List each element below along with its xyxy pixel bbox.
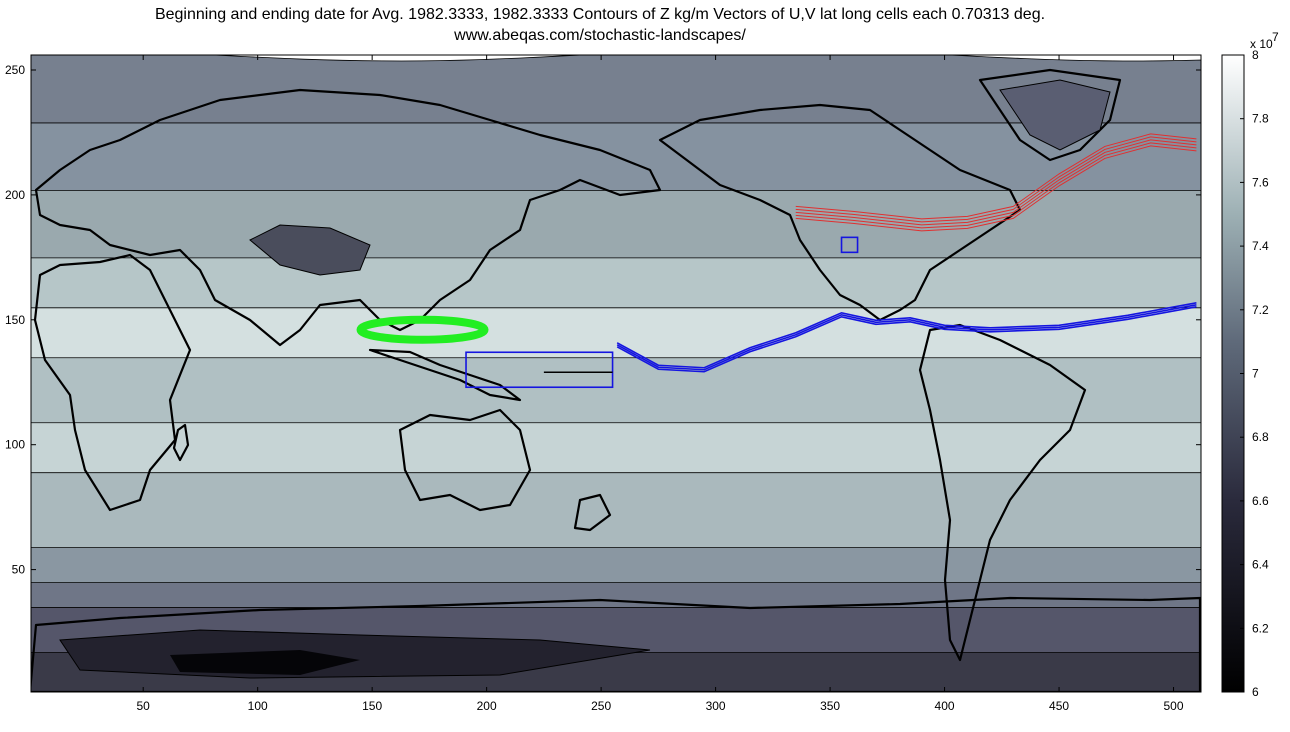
trajectory-green — [356, 315, 489, 344]
south-america-outline — [918, 323, 1087, 662]
trajectory-red — [795, 136, 1197, 223]
north-america-outline — [658, 103, 1022, 322]
colorbar-exponent-label: x 10 — [1250, 37, 1273, 51]
colorbar-exponent: 7 — [1272, 30, 1279, 44]
x-tick-label: 450 — [1049, 699, 1069, 713]
maritime-continent-outline — [368, 348, 522, 402]
trajectory-red — [795, 145, 1197, 232]
colorbar-tick-label: 6.6 — [1252, 494, 1269, 508]
tibet-low — [249, 224, 371, 276]
colorbar-tick-label: 7.8 — [1252, 112, 1269, 126]
chart-title: Beginning and ending date for Avg. 1982.… — [154, 6, 1046, 23]
colorbar-tick-label: 6.8 — [1252, 430, 1269, 444]
x-tick-label: 50 — [137, 699, 151, 713]
x-tick-label: 100 — [248, 699, 268, 713]
plot-frame — [30, 54, 1202, 693]
x-tick-label: 150 — [362, 699, 382, 713]
trajectory-red — [795, 133, 1197, 220]
colorbar-tick-label: 7.2 — [1252, 303, 1269, 317]
region-box — [465, 351, 614, 389]
africa-outline — [33, 253, 192, 512]
y-tick-label: 250 — [5, 63, 25, 77]
y-tick-label: 150 — [5, 313, 25, 327]
new-zealand-outline — [573, 493, 612, 532]
colorbar: 6 6.2 6.4 6.6 6.8 7 7.2 7.4 7.6 7.8 8 x 10 7 — [1221, 30, 1279, 699]
x-tick-label: 500 — [1164, 699, 1184, 713]
colorbar-ticks: 6 6.2 6.4 6.6 6.8 7 7.2 7.4 7.6 7.8 8 — [1240, 48, 1269, 699]
y-tick-label: 50 — [12, 563, 26, 577]
australia-outline — [398, 408, 532, 512]
y-tick-label: 100 — [5, 438, 25, 452]
colorbar-tick-label: 6.4 — [1252, 558, 1269, 572]
antarctic-core — [170, 650, 360, 675]
contour-band — [31, 55, 1201, 124]
colorbar-tick-label: 6 — [1252, 685, 1259, 699]
x-tick-label: 300 — [706, 699, 726, 713]
chart-subtitle: www.abeqas.com/stochastic-landscapes/ — [454, 27, 746, 44]
trajectory-blue — [616, 302, 1197, 369]
x-tick-label: 200 — [477, 699, 497, 713]
x-tick-label: 250 — [591, 699, 611, 713]
antarctica-outline — [31, 596, 1201, 692]
highland-features — [59, 79, 1111, 679]
region-box — [840, 236, 859, 254]
greenland-low — [999, 79, 1111, 151]
colorbar-tick-label: 7.6 — [1252, 175, 1269, 189]
eurasia-outline — [34, 88, 662, 347]
y-tick-label: 200 — [5, 188, 25, 202]
continent-outlines — [31, 68, 1201, 692]
colorbar-tick-label: 6.2 — [1252, 621, 1269, 635]
x-tick-label: 400 — [935, 699, 955, 713]
trajectories-layer — [356, 133, 1197, 389]
colorbar-tick-label: 7.4 — [1252, 239, 1269, 253]
madagascar-outline — [172, 423, 190, 462]
colorbar-tick-label: 7 — [1252, 367, 1259, 381]
greenland-outline — [978, 68, 1122, 162]
colorbar-tick-label: 8 — [1252, 48, 1259, 62]
trajectory-red — [795, 139, 1197, 226]
x-tick-label: 350 — [820, 699, 840, 713]
axes: 50 100 150 200 250 300 350 400 450 500 50 100 150 200… — [5, 55, 1201, 713]
trajectory-red — [795, 142, 1197, 229]
trajectory-blue — [616, 306, 1197, 373]
trajectory-blue — [616, 304, 1197, 371]
contour-bands — [31, 55, 1201, 692]
